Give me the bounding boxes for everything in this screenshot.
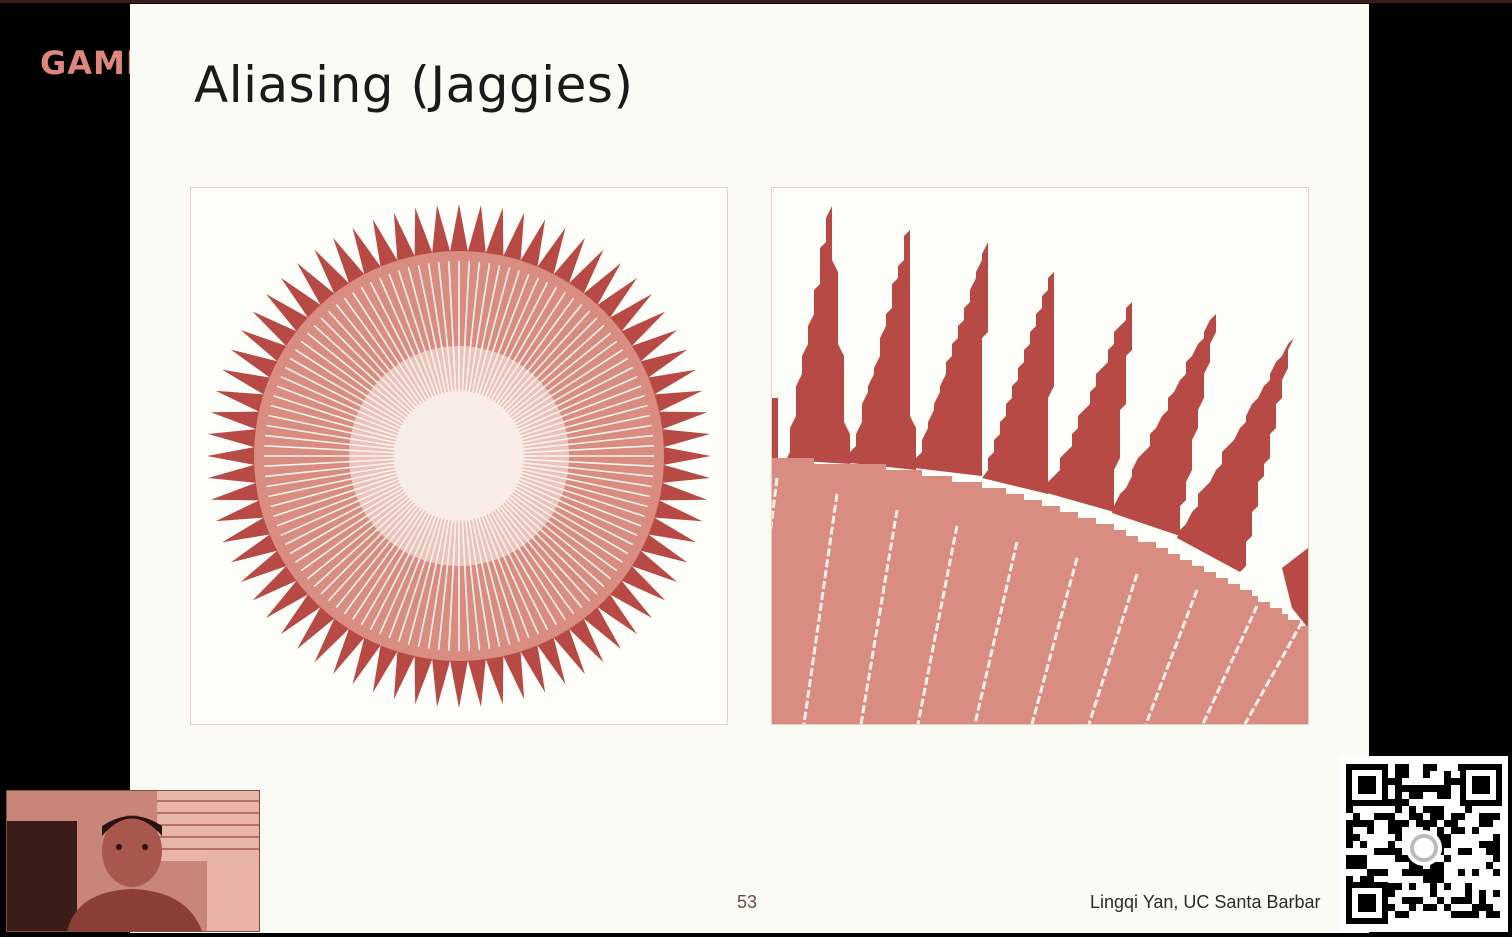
presenter-webcam-icon <box>7 791 259 931</box>
top-border <box>0 0 1512 3</box>
channel-brand-label: GAME <box>40 44 149 82</box>
qr-code-icon <box>1346 764 1502 924</box>
starburst-figure-left <box>190 187 728 725</box>
page-number: 53 <box>737 892 758 912</box>
author-footer: Lingqi Yan, UC Santa Barbar <box>1090 892 1321 912</box>
qr-code <box>1340 756 1508 932</box>
starburst-figure-zoomed <box>771 187 1309 725</box>
starburst-antialias-icon <box>207 204 711 708</box>
presentation-slide: Aliasing (Jaggies) 53 Lingqi Yan, UC San… <box>130 4 1369 933</box>
starburst-jaggies-icon <box>772 188 1308 724</box>
presenter-webcam <box>6 790 260 932</box>
slide-title: Aliasing (Jaggies) <box>194 56 634 114</box>
